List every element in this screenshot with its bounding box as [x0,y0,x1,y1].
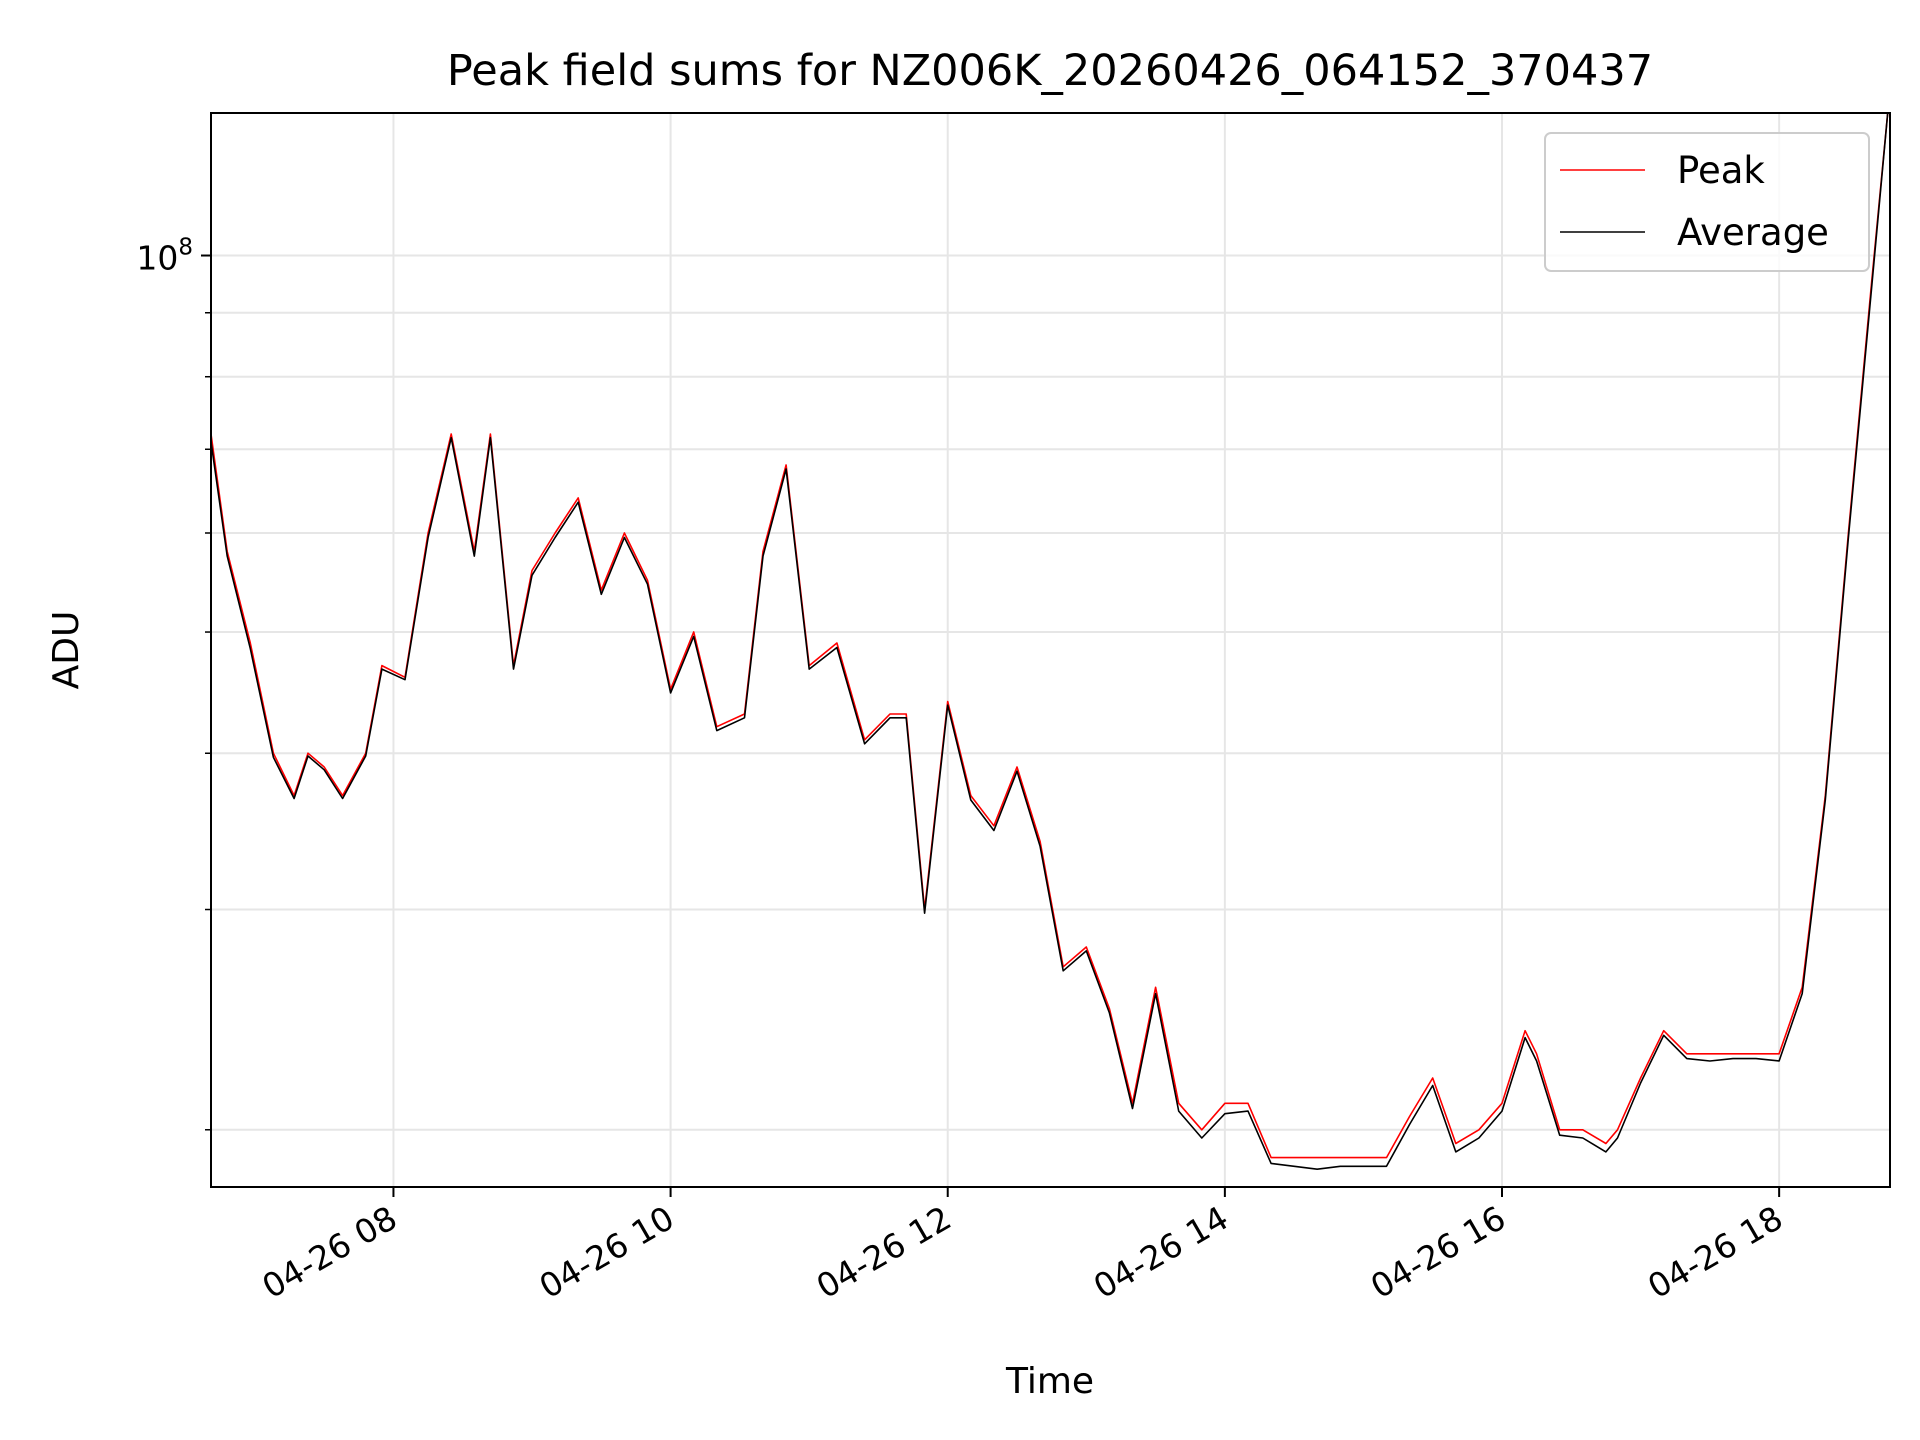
y-axis-label: ADU [46,611,87,690]
legend: Peak Average [1544,132,1870,272]
plot-frame [210,112,1891,1188]
y-tick-label: 108 [136,235,193,278]
series-line-peak [210,112,1889,1159]
x-axis-label: Time [1005,1361,1094,1402]
legend-label-peak: Peak [1677,149,1765,192]
chart-title: Peak field sums for NZ006K_20260426_0641… [447,46,1653,96]
legend-label-average: Average [1677,211,1829,254]
series-line-average [210,112,1889,1170]
plot-area [210,112,1889,1170]
legend-box [1544,132,1870,272]
grid [211,113,1890,1187]
y-axis: 108 [136,235,211,1131]
